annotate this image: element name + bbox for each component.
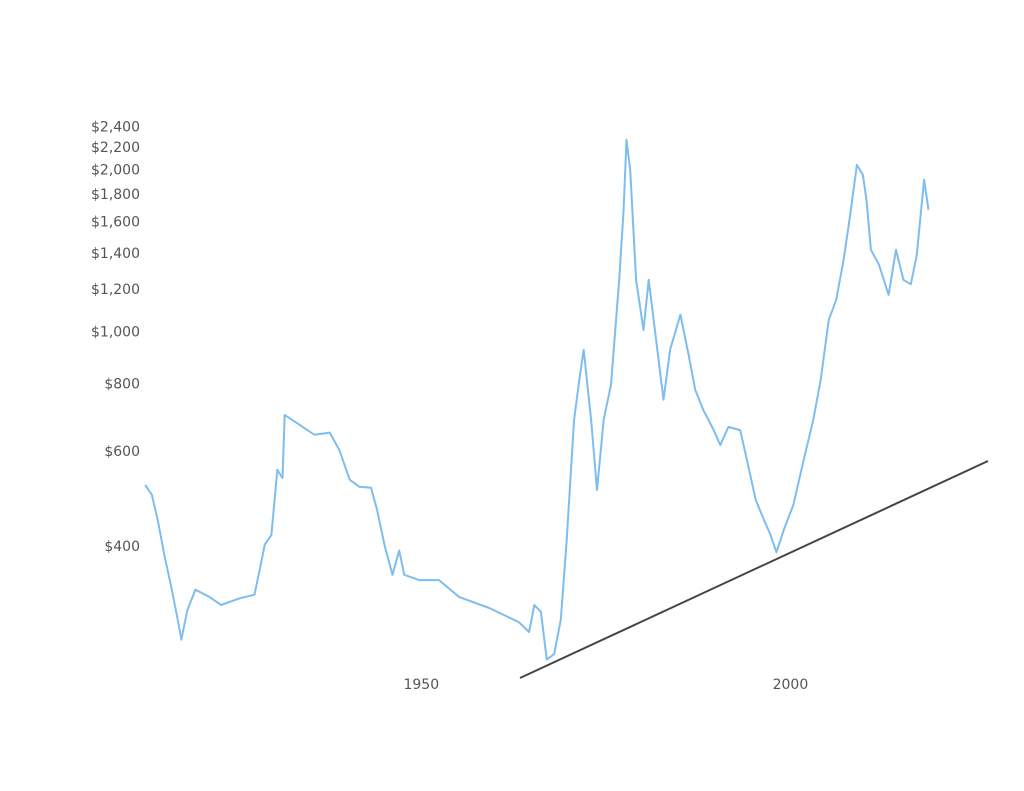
y-tick-label: $1,200	[91, 282, 140, 298]
x-tick-label: 2000	[773, 677, 809, 693]
y-tick-label: $1,600	[91, 215, 140, 231]
y-tick-label: $800	[104, 377, 140, 393]
x-tick-label: 1950	[403, 677, 439, 693]
y-tick-label: $2,000	[91, 162, 140, 178]
y-tick-label: $2,400	[91, 120, 140, 136]
y-tick-label: $1,400	[91, 246, 140, 262]
y-tick-label: $600	[104, 444, 140, 460]
y-tick-label: $400	[104, 539, 140, 555]
price-line	[144, 138, 930, 661]
y-tick-label: $2,200	[91, 140, 140, 156]
y-tick-label: $1,800	[91, 187, 140, 203]
trend-line	[519, 460, 989, 679]
y-tick-label: $1,000	[91, 325, 140, 341]
